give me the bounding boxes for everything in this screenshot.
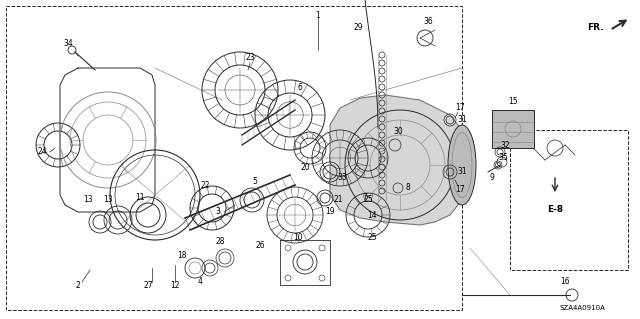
Polygon shape bbox=[330, 95, 462, 225]
Text: 35: 35 bbox=[498, 153, 508, 162]
Text: 23: 23 bbox=[245, 54, 255, 63]
Text: 17: 17 bbox=[455, 186, 465, 195]
Text: 19: 19 bbox=[325, 207, 335, 217]
Text: 16: 16 bbox=[560, 278, 570, 286]
Text: 12: 12 bbox=[170, 281, 180, 291]
Text: 13: 13 bbox=[83, 196, 93, 204]
Text: 17: 17 bbox=[455, 103, 465, 113]
Text: SZA4A0910A: SZA4A0910A bbox=[559, 305, 605, 311]
Bar bbox=[6, 6, 462, 310]
Text: 7: 7 bbox=[363, 194, 367, 203]
Text: 9: 9 bbox=[490, 174, 495, 182]
Text: 32: 32 bbox=[500, 140, 510, 150]
Text: 15: 15 bbox=[508, 98, 518, 107]
Text: 33: 33 bbox=[337, 174, 347, 182]
Bar bbox=[492, 110, 534, 148]
Text: 34: 34 bbox=[63, 40, 73, 48]
Text: 24: 24 bbox=[37, 147, 47, 157]
Text: 29: 29 bbox=[353, 24, 363, 33]
Text: 20: 20 bbox=[300, 164, 310, 173]
Text: 30: 30 bbox=[393, 128, 403, 137]
Text: 31: 31 bbox=[457, 115, 467, 124]
Text: 6: 6 bbox=[298, 84, 303, 93]
Text: 2: 2 bbox=[76, 281, 81, 291]
Text: 25: 25 bbox=[363, 196, 373, 204]
Text: 31: 31 bbox=[457, 167, 467, 176]
Text: 5: 5 bbox=[253, 177, 257, 187]
Text: 27: 27 bbox=[143, 281, 153, 291]
Text: 21: 21 bbox=[333, 196, 343, 204]
Text: 36: 36 bbox=[423, 18, 433, 26]
Bar bbox=[510, 130, 628, 270]
Text: 14: 14 bbox=[367, 211, 377, 219]
Text: 28: 28 bbox=[215, 238, 225, 247]
Text: 25: 25 bbox=[367, 234, 377, 242]
Text: 26: 26 bbox=[255, 241, 265, 249]
Text: E-8: E-8 bbox=[547, 205, 563, 214]
Text: 1: 1 bbox=[316, 11, 321, 19]
Text: FR.: FR. bbox=[588, 24, 604, 33]
Text: 18: 18 bbox=[177, 250, 187, 259]
Text: 8: 8 bbox=[406, 183, 410, 192]
Text: 11: 11 bbox=[135, 194, 145, 203]
Ellipse shape bbox=[448, 125, 476, 205]
Text: 13: 13 bbox=[103, 196, 113, 204]
Text: 10: 10 bbox=[293, 234, 303, 242]
Text: 3: 3 bbox=[216, 207, 220, 217]
Text: 22: 22 bbox=[200, 181, 210, 189]
Text: 4: 4 bbox=[198, 278, 202, 286]
